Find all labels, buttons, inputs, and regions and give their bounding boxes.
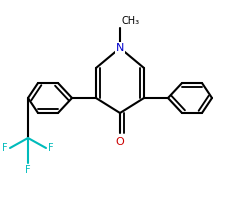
Text: F: F [2,143,8,153]
Text: N: N [116,43,124,53]
Text: F: F [25,165,31,175]
Text: F: F [48,143,54,153]
Text: CH₃: CH₃ [122,16,140,26]
Text: O: O [116,137,124,147]
